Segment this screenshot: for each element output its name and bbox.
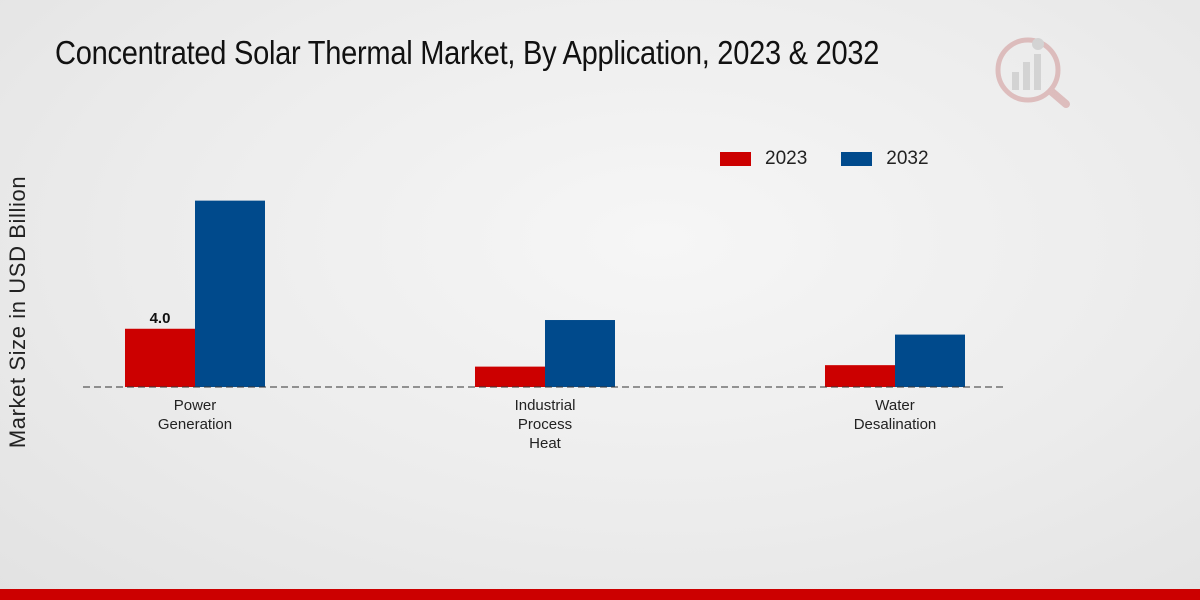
x-tick-label: Industrial Process Heat (515, 397, 576, 452)
bar-2032-1 (545, 320, 615, 387)
legend-item-2023: 2023 (720, 148, 807, 170)
bar-2032-2 (895, 334, 965, 387)
bar-2023-0 (125, 328, 195, 387)
legend-label-2032: 2032 (886, 148, 929, 169)
bar-2032-0 (195, 200, 265, 387)
company-logo-icon (995, 37, 1070, 108)
x-tick-label: Power Generation (158, 397, 232, 433)
legend-label-2023: 2023 (765, 148, 808, 169)
legend-item-2032: 2032 (841, 148, 929, 170)
chart-title: Concentrated Solar Thermal Market, By Ap… (55, 34, 880, 71)
bar-2023-2 (825, 365, 895, 387)
legend-swatch-2023 (720, 152, 751, 166)
bar-2023-1 (475, 366, 545, 387)
brand-footer-bar (0, 589, 1200, 600)
legend: 2023 2032 (720, 148, 963, 170)
x-tick-label: Water Desalination (854, 397, 937, 433)
data-label: 4.0 (150, 310, 171, 327)
legend-swatch-2032 (841, 152, 873, 166)
